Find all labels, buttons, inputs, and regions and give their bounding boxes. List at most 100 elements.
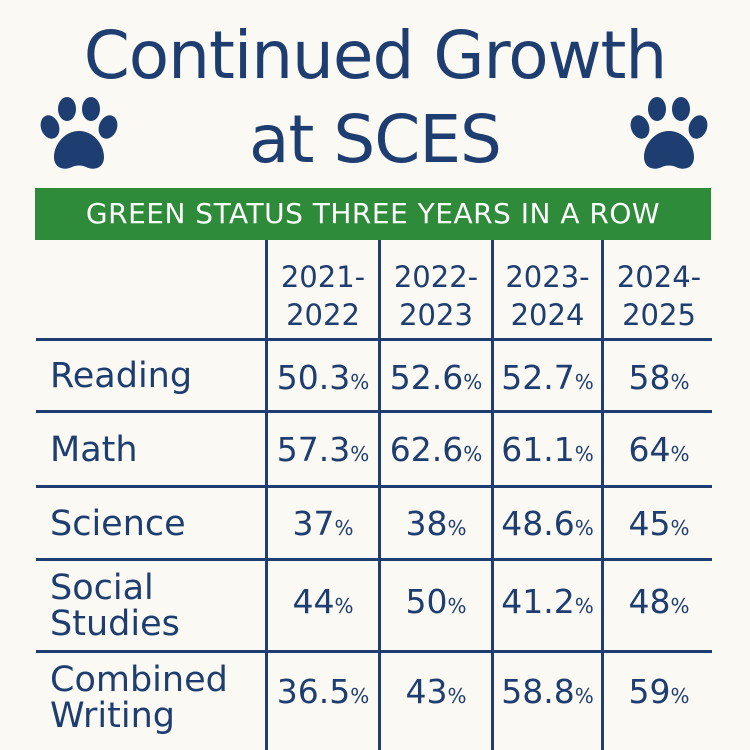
- table-cell: 52.7%: [494, 358, 601, 397]
- row-label-text: Social: [50, 568, 154, 608]
- column-divider: [491, 240, 494, 750]
- column-header: 2022- 2023: [381, 258, 491, 338]
- row-divider: [36, 338, 712, 341]
- row-label-text: Science: [50, 504, 186, 544]
- cell-value: 37: [292, 504, 335, 543]
- row-label-text: Writing: [50, 696, 175, 736]
- column-header-line: 2024-: [616, 260, 702, 294]
- cell-value: 59: [628, 672, 671, 711]
- row-label-social-studies: Social Studies: [50, 570, 180, 642]
- table-cell: 36.5%: [268, 672, 378, 711]
- column-header: 2024- 2025: [604, 258, 714, 338]
- column-header-line: 2021-: [280, 260, 366, 294]
- percent-sign: %: [350, 370, 370, 394]
- title-line-2: at SCES: [249, 101, 502, 178]
- row-divider: [36, 558, 712, 561]
- cell-value: 62.6: [389, 430, 464, 469]
- row-label-text: Reading: [50, 356, 193, 396]
- percent-sign: %: [670, 442, 690, 466]
- percent-sign: %: [334, 516, 354, 540]
- column-header-line: 2024: [510, 298, 585, 332]
- row-label-text: Combined: [50, 660, 228, 700]
- cell-value: 52.7: [501, 358, 575, 397]
- paw-icon: [36, 95, 122, 175]
- column-header-line: 2025: [622, 298, 696, 332]
- table-cell: 58.8%: [494, 672, 601, 711]
- percent-sign: %: [574, 684, 594, 708]
- percent-sign: %: [574, 594, 594, 618]
- cell-value: 61.1: [501, 430, 575, 469]
- column-header: 2021- 2022: [268, 258, 378, 338]
- cell-value: 43: [405, 672, 448, 711]
- table-cell: 48.6%: [494, 504, 601, 543]
- percent-sign: %: [334, 594, 354, 618]
- table-cell: 58%: [604, 358, 714, 397]
- column-header-line: 2023-: [505, 260, 590, 294]
- table-cell: 50.3%: [268, 358, 378, 397]
- cell-value: 50: [405, 582, 448, 621]
- table-cell: 45%: [604, 504, 714, 543]
- column-header: 2023- 2024: [494, 258, 601, 338]
- table-cell: 50%: [381, 582, 491, 621]
- cell-value: 58.8: [501, 672, 575, 711]
- column-header-line: 2022-: [393, 260, 479, 294]
- cell-value: 48.6: [501, 504, 575, 543]
- table-cell: 38%: [381, 504, 491, 543]
- cell-value: 57.3: [276, 430, 351, 469]
- column-divider: [601, 240, 604, 750]
- cell-value: 44: [292, 582, 335, 621]
- paw-icon: [626, 95, 712, 175]
- row-label-combined-writing: Combined Writing: [50, 662, 228, 734]
- table-cell: 62.6%: [381, 430, 491, 469]
- row-divider: [36, 650, 712, 653]
- percent-sign: %: [670, 684, 690, 708]
- row-label-reading: Reading: [50, 358, 192, 394]
- table-cell: 61.1%: [494, 430, 601, 469]
- column-divider: [265, 240, 268, 750]
- percent-sign: %: [447, 516, 467, 540]
- row-label-science: Science: [50, 506, 186, 542]
- cell-value: 41.2: [501, 582, 575, 621]
- percent-sign: %: [670, 370, 690, 394]
- table-cell: 44%: [268, 582, 378, 621]
- percent-sign: %: [670, 516, 690, 540]
- scores-table: 2021- 2022 2022- 2023 2023- 2024 2024- 2…: [0, 240, 750, 750]
- cell-value: 50.3: [276, 358, 351, 397]
- percent-sign: %: [447, 594, 467, 618]
- table-cell: 57.3%: [268, 430, 378, 469]
- column-divider: [378, 240, 381, 750]
- title-line-1: Continued Growth: [83, 17, 668, 94]
- percent-sign: %: [574, 370, 594, 394]
- cell-value: 64: [628, 430, 671, 469]
- cell-value: 48: [628, 582, 671, 621]
- percent-sign: %: [574, 516, 594, 540]
- percent-sign: %: [350, 684, 370, 708]
- cell-value: 52.6: [389, 358, 464, 397]
- row-divider: [36, 410, 712, 413]
- table-cell: 64%: [604, 430, 714, 469]
- percent-sign: %: [670, 594, 690, 618]
- cell-value: 36.5: [276, 672, 351, 711]
- row-label-text: Math: [50, 430, 138, 470]
- table-cell: 48%: [604, 582, 714, 621]
- table-cell: 52.6%: [381, 358, 491, 397]
- percent-sign: %: [463, 442, 483, 466]
- percent-sign: %: [447, 684, 467, 708]
- table-cell: 41.2%: [494, 582, 601, 621]
- cell-value: 58: [628, 358, 671, 397]
- percent-sign: %: [350, 442, 370, 466]
- table-cell: 43%: [381, 672, 491, 711]
- row-divider: [36, 485, 712, 488]
- status-banner: GREEN STATUS THREE YEARS IN A ROW: [35, 188, 711, 240]
- row-label-text: Studies: [50, 604, 180, 644]
- page-title: Continued Growth at SCES: [0, 14, 750, 182]
- row-label-math: Math: [50, 432, 138, 468]
- column-header-line: 2023: [399, 298, 473, 332]
- table-cell: 59%: [604, 672, 714, 711]
- percent-sign: %: [463, 370, 483, 394]
- table-cell: 37%: [268, 504, 378, 543]
- cell-value: 45: [628, 504, 671, 543]
- percent-sign: %: [574, 442, 594, 466]
- column-header-line: 2022: [286, 298, 360, 332]
- cell-value: 38: [405, 504, 448, 543]
